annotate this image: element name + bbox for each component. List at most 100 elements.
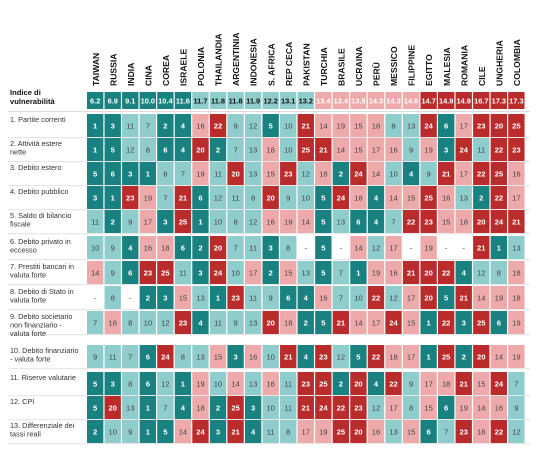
heatmap-cell xyxy=(244,311,262,334)
cell-value: 1 xyxy=(146,170,151,179)
cell-value: 11 xyxy=(232,194,240,203)
heatmap-cell xyxy=(420,210,437,233)
heatmap-cell xyxy=(367,286,385,309)
cell-value: 3 xyxy=(128,170,132,179)
heatmap-cell xyxy=(385,396,402,419)
cell-value: 24 xyxy=(459,146,468,155)
index-cell xyxy=(280,92,297,109)
index-value: 11.7 xyxy=(193,97,207,106)
cell-value: 6 xyxy=(111,170,115,179)
cell-value: 18 xyxy=(161,244,169,253)
cell-value: 12 xyxy=(372,404,380,413)
index-cell xyxy=(420,92,437,109)
heatmap-cell xyxy=(280,286,297,309)
heatmap-cell xyxy=(332,372,350,395)
heatmap-cell xyxy=(174,372,192,395)
cell-value: 9 xyxy=(128,218,132,227)
heatmap-cell xyxy=(192,396,209,419)
cell-value: 14 xyxy=(337,146,345,155)
cell-value: 7 xyxy=(93,319,97,328)
heatmap-cell xyxy=(315,420,332,443)
row-label: 7. Prestiti bancari in valuta forte xyxy=(10,262,74,279)
heatmap-cell xyxy=(122,236,139,259)
heatmap-cell xyxy=(122,162,139,185)
heatmap-cell xyxy=(209,236,227,259)
index-cell xyxy=(262,92,279,109)
cell-value: 25 xyxy=(424,194,433,203)
heatmap-cell xyxy=(438,396,455,419)
cell-value: 4 xyxy=(128,244,133,253)
heatmap-cell xyxy=(455,186,472,209)
heatmap-cell xyxy=(297,372,314,395)
heatmap-cell xyxy=(280,345,297,368)
heatmap-cell xyxy=(157,420,174,443)
index-value: 17.3 xyxy=(492,97,506,106)
cell-value: 19 xyxy=(319,428,327,437)
heatmap-cell xyxy=(122,114,139,137)
heatmap-cell xyxy=(244,345,262,368)
cell-value: 19 xyxy=(495,294,503,303)
cell-value: 11 xyxy=(249,244,257,253)
heatmap-cell xyxy=(104,186,121,209)
index-cell xyxy=(367,92,385,109)
cell-value: 7 xyxy=(163,404,167,413)
cell-value: 8 xyxy=(163,170,167,179)
cell-value: 16 xyxy=(249,353,257,362)
heatmap-cell xyxy=(280,186,297,209)
heatmap-cell xyxy=(157,345,174,368)
heatmap-cell xyxy=(473,261,490,284)
cell-value: 4 xyxy=(462,269,467,278)
cell-value: 10 xyxy=(354,294,362,303)
cell-value: 24 xyxy=(424,122,433,131)
cell-value: 9 xyxy=(111,244,115,253)
cell-value: 23 xyxy=(354,404,362,413)
cell-value: 2 xyxy=(146,294,150,303)
cell-value: 12 xyxy=(512,428,520,437)
heatmap-cell xyxy=(402,372,420,395)
cell-value: 21 xyxy=(407,269,416,278)
heatmap-cell xyxy=(385,420,402,443)
country-header: COLOMBIA xyxy=(512,39,522,86)
cell-value: 16 xyxy=(266,218,274,227)
heatmap-cell xyxy=(139,162,156,185)
cell-value: 13 xyxy=(512,244,520,253)
cell-value: 8 xyxy=(233,218,237,227)
heatmap-cell xyxy=(209,138,227,161)
heatmap-cell xyxy=(402,311,420,334)
cell-value: 5 xyxy=(269,122,274,131)
heatmap-cell xyxy=(157,114,174,137)
heatmap-cell xyxy=(227,186,244,209)
cell-value: 8 xyxy=(286,428,290,437)
cell-value: 5 xyxy=(356,353,361,362)
index-value: 11.9 xyxy=(246,97,260,106)
cell-value: 4 xyxy=(374,380,379,389)
index-value: 6.2 xyxy=(90,97,100,106)
heatmap-cell xyxy=(192,210,209,233)
cell-value: 6 xyxy=(163,146,167,155)
heatmap-cell xyxy=(508,114,525,137)
cell-value: 14 xyxy=(372,170,380,179)
heatmap-cell xyxy=(87,186,104,209)
cell-value: 15 xyxy=(179,294,187,303)
heatmap-cell xyxy=(227,162,244,185)
index-cell xyxy=(209,92,227,109)
cell-value: 4 xyxy=(304,353,309,362)
cell-value: 5 xyxy=(93,404,98,413)
heatmap-cell xyxy=(87,345,104,368)
heatmap-cell xyxy=(402,162,420,185)
heatmap-cell xyxy=(262,162,279,185)
heatmap-cell xyxy=(385,345,402,368)
heatmap-cell xyxy=(367,210,385,233)
heatmap-cell xyxy=(209,210,227,233)
index-label: Indice di vulnerabilità xyxy=(10,88,56,106)
cell-value: 2 xyxy=(198,244,202,253)
heatmap-cell xyxy=(139,138,156,161)
heatmap-cell xyxy=(87,138,104,161)
heatmap-cell xyxy=(438,114,455,137)
cell-value: 10 xyxy=(108,428,116,437)
heatmap-cell xyxy=(174,345,192,368)
cell-value: 1 xyxy=(198,218,203,227)
heatmap-cell xyxy=(280,236,297,259)
heatmap-cell xyxy=(297,114,314,137)
cell-value: 3 xyxy=(251,404,255,413)
